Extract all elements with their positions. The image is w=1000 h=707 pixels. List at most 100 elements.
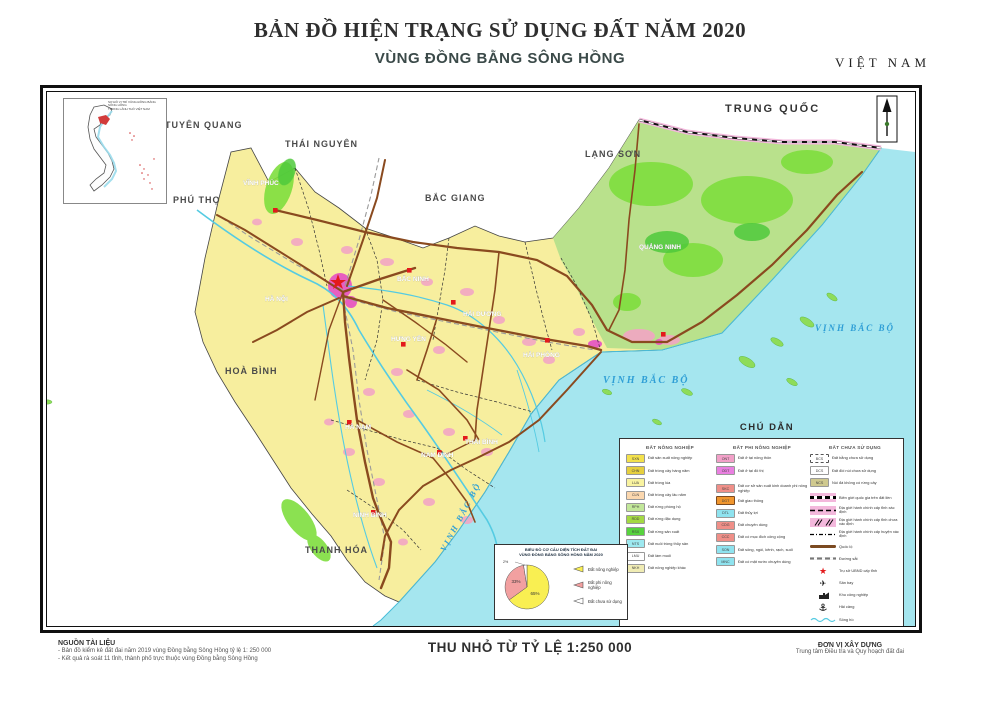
legend-swatch: NCS: [810, 478, 829, 488]
pie-marker-non-agriculture: [573, 581, 584, 589]
capital-star-hanoi: [330, 274, 346, 289]
label-ha-noi: HÀ NỘI: [265, 294, 288, 303]
legend-col1-header: ĐẤT NÔNG NGHIỆP: [646, 445, 694, 450]
pie-slice-unused: [523, 564, 528, 588]
legend-swatch: RPH: [626, 502, 645, 512]
roads: [216, 123, 864, 590]
legend-symbol-item: Khu công nghiệp: [810, 591, 900, 600]
country-label: VIỆT NAM: [835, 55, 930, 70]
legend-swatch: NTS: [626, 539, 645, 549]
legend-col2-header: ĐẤT PHI NÔNG NGHIỆP: [732, 445, 792, 450]
builder-title: ĐƠN VỊ XÂY DỰNG: [817, 642, 883, 649]
legend-swatch: LMU: [626, 551, 645, 561]
label-tuyen-quang: TUYÊN QUANG: [165, 119, 243, 130]
legend-item: SON Đất sông, ngòi, kênh, rạch, suối: [716, 545, 808, 555]
label-thanh-hoa: THANH HÓA: [305, 544, 368, 555]
anchor-icon: [810, 603, 836, 612]
legend-item: CDG Đất chuyên dùng: [716, 520, 808, 530]
label-bac-giang: BẮC GIANG: [425, 193, 486, 203]
factory-icon: [810, 591, 836, 600]
legend-label: Núi đá không có rừng cây: [832, 479, 877, 485]
scale-note: THU NHỎ TỪ TỶ LỆ 1:250 000: [427, 640, 633, 655]
map-canvas: TUYÊN QUANG THÁI NGUYÊN BẮC GIANG LẠNG S…: [46, 91, 916, 627]
legend-symbol-item: Quốc lộ: [810, 542, 900, 551]
source-title: NGUỒN TÀI LIỆU: [58, 640, 116, 647]
source-line-2: - Kết quả rà soát 11 tỉnh, thành phố trự…: [58, 656, 258, 662]
legend-label: Đường sắt: [839, 555, 858, 561]
legend-label: Đất trồng lúa: [648, 479, 671, 485]
legend-box: ĐẤT NÔNG NGHIỆP SXN Đất sản xuất nông ngh…: [619, 438, 904, 626]
legend-label: Địa giới hành chính cấp tỉnh xác định: [839, 504, 895, 515]
province-boundary-undetermined-icon: [810, 517, 836, 527]
legend-swatch: SXN: [626, 454, 645, 463]
legend-label: Quốc lộ: [839, 543, 853, 549]
legend-label: Đất nuôi trồng thủy sản: [648, 540, 689, 546]
legend-symbol-item: Biên giới quốc gia trên đất liền: [810, 493, 900, 503]
source-line-1: - Bản đồ kiểm kê đất đai năm 2019 vùng Đ…: [58, 648, 272, 654]
label-quang-ninh: QUẢNG NINH: [639, 242, 681, 251]
label-hoa-binh: HOÀ BÌNH: [225, 366, 278, 376]
legend-label: Đất có mục đích công cộng: [738, 534, 786, 540]
legend-symbol-item: ✈ Sân bay: [810, 579, 900, 588]
legend-label: Địa giới hành chính cấp huyện xác định: [839, 529, 899, 539]
legend-label: Khu công nghiệp: [839, 592, 869, 598]
legend-label: Đất thủy lợi: [738, 509, 758, 515]
legend-item: DCS Đất đồi núi chưa sử dụng: [810, 466, 900, 476]
legend-swatch: LUA: [626, 478, 645, 488]
forest-dark-patches: [278, 158, 770, 253]
legend-item: SXN Đất sản xuất nông nghiệp: [626, 454, 714, 463]
pie-legend: Đất nông nghiệp Đất phi nông nghiệp Đất …: [573, 565, 625, 612]
north-arrow: [876, 95, 898, 143]
legend-col-non-agriculture: ĐẤT PHI NÔNG NGHIỆP ONT Đất ở tại nông th…: [716, 445, 808, 570]
legend-item: CCC Đất có mục đích công cộng: [716, 532, 808, 542]
legend-symbol-item: ★ Trụ sở UBND cấp tỉnh: [810, 565, 900, 576]
legend-item: MNC Đất có mặt nước chuyên dùng: [716, 557, 808, 567]
inset-caption-1: SƠ ĐỒ VỊ TRÍ VÙNG ĐỒNG BẰNG SÔNG HỒNG: [108, 100, 156, 108]
inset-coast-shade: [96, 110, 118, 188]
highway-icon: [810, 542, 836, 551]
district-boundary-icon: [810, 530, 836, 539]
national-border-china: [638, 117, 882, 151]
pie-value-agriculture: 65%: [530, 591, 539, 596]
map-subtitle: VÙNG ĐỒNG BẰNG SÔNG HỒNG: [374, 50, 626, 67]
legend-label: Đất ở tại nông thôn: [738, 455, 772, 461]
legend-item: RPH Đất rừng phòng hộ: [626, 502, 714, 512]
legend-swatch: SKC: [716, 484, 735, 494]
pie-legend-item: Đất nông nghiệp: [573, 565, 625, 573]
legend-item: DGT Đất giao thông: [716, 496, 808, 506]
legend-title: CHÚ DẪN: [739, 422, 795, 433]
legend-swatch: ODT: [716, 466, 735, 476]
inset-caption-2: TRONG LÃNH THỔ VIỆT NAM: [108, 106, 150, 111]
pie-marker-unused: [573, 597, 584, 605]
residential-patches: [252, 218, 680, 546]
inset-island-dots: [129, 132, 155, 190]
label-phu-tho: PHÚ THỌ: [173, 194, 221, 205]
legend-swatch: CDG: [716, 520, 735, 530]
capital-star-icon: ★: [818, 565, 828, 576]
legend-label: Đất nông nghiệp khác: [648, 565, 686, 571]
label-nam-dinh: NAM ĐỊNH: [421, 452, 454, 459]
province-labels: VĨNH PHÚC HÀ NỘI BẮC NINH HƯNG YÊN HẢI D…: [243, 178, 681, 519]
legend-label: Sông hồ: [839, 616, 854, 622]
legend-label: Đất có mặt nước chuyên dùng: [738, 558, 791, 564]
legend-label: Biên giới quốc gia trên đất liền: [839, 494, 892, 500]
legend-label: Đất đồi núi chưa sử dụng: [832, 467, 876, 473]
legend-label: Đất rừng sản xuất: [648, 528, 680, 534]
pie-slice-agriculture: [508, 564, 550, 610]
pie-chart: 65% 33% 2%: [503, 560, 550, 610]
label-ha-nam: HÀ NAM: [345, 422, 371, 431]
legend-symbol-item: Sông hồ: [810, 615, 900, 624]
legend-label: Đất sông, ngòi, kênh, rạch, suối: [738, 546, 793, 552]
legend-swatch: NKH: [626, 563, 645, 573]
legend-swatch: CCC: [716, 532, 735, 542]
legend-symbol-item: Hải cảng: [810, 603, 900, 612]
pie-legend-label: Đất phi nông nghiệp: [588, 580, 612, 590]
legend-label: Đất rừng phòng hộ: [648, 504, 681, 510]
province-capital-markers: [273, 208, 666, 515]
label-hung-yen: HƯNG YÊN: [391, 334, 426, 343]
pie-slice-non-agriculture: [504, 565, 528, 601]
railway-icon: [810, 554, 836, 563]
inset-region-highlight: [98, 115, 110, 125]
pie-title-line1: BIỂU ĐỒ CƠ CẤU DIỆN TÍCH ĐẤT ĐAI: [524, 547, 598, 552]
